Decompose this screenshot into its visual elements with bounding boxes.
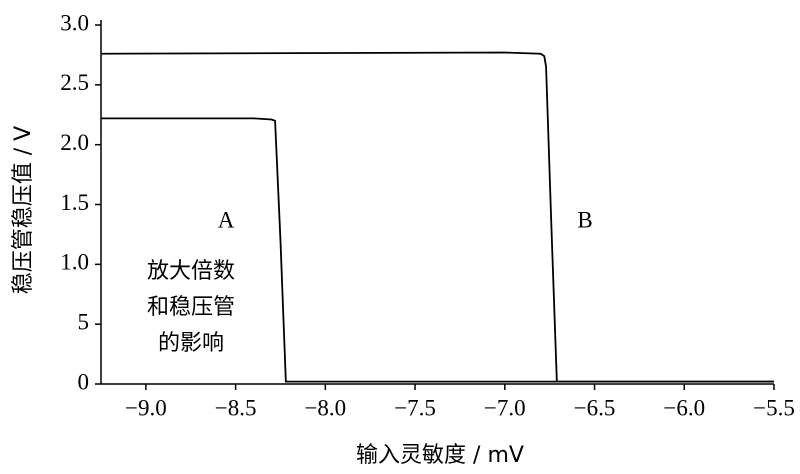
y-tick-label: 2.0 — [60, 130, 89, 155]
x-tick-label: −6.5 — [574, 395, 616, 420]
y-tick-label: 0 — [78, 369, 90, 394]
y-tick-label: 5 — [78, 309, 90, 334]
x-axis-label: 输入灵敏度 / mV — [356, 443, 524, 468]
series-label: B — [577, 207, 592, 232]
y-axis-label: 稳压管稳压值 / V — [11, 126, 36, 294]
y-tick-label: 3.0 — [60, 10, 89, 35]
annotation: 的影响 — [158, 331, 224, 356]
y-tick-label: 2.5 — [60, 70, 89, 95]
series-label: A — [218, 207, 235, 232]
x-tick-label: −7.0 — [484, 395, 526, 420]
x-tick-label: −6.0 — [663, 395, 705, 420]
x-tick-label: −9.0 — [125, 395, 167, 420]
annotation: 放大倍数 — [147, 259, 235, 284]
line-series — [100, 51, 774, 383]
x-tick-label: −5.5 — [753, 395, 795, 420]
y-tick-label: 1.0 — [60, 250, 89, 275]
x-tick-label: −8.5 — [215, 395, 257, 420]
line-series — [101, 117, 774, 383]
y-tick-label: 1.5 — [60, 190, 89, 215]
annotation: 和稳压管 — [147, 295, 235, 320]
x-tick-label: −7.5 — [394, 395, 436, 420]
x-tick-label: −8.0 — [304, 395, 346, 420]
